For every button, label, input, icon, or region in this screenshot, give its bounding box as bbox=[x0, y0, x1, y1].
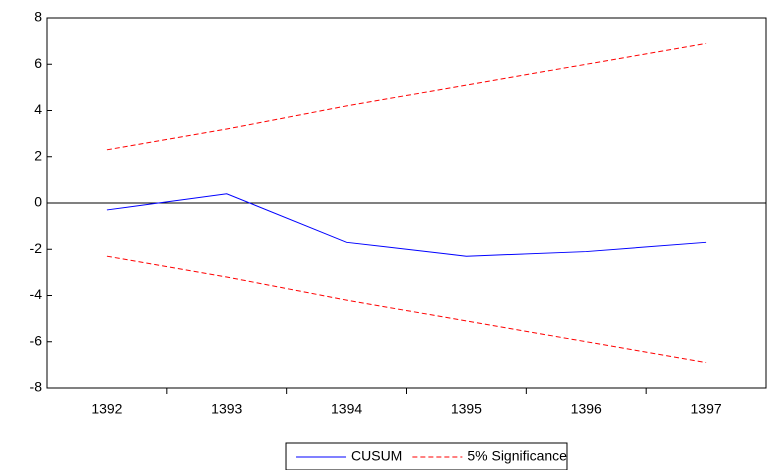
x-tick-label: 1397 bbox=[691, 401, 722, 417]
legend-label: CUSUM bbox=[351, 448, 402, 464]
x-tick-label: 1395 bbox=[451, 401, 482, 417]
series-line bbox=[106, 42, 707, 151]
y-tick-label: 2 bbox=[34, 147, 42, 163]
series-line bbox=[106, 255, 707, 364]
x-tick-label: 1394 bbox=[331, 401, 362, 417]
y-tick-label: -6 bbox=[30, 332, 43, 348]
series-line bbox=[106, 193, 707, 257]
y-tick-label: 6 bbox=[34, 55, 42, 71]
y-tick-label: 4 bbox=[34, 101, 42, 117]
y-tick-label: 0 bbox=[34, 194, 42, 210]
x-tick-label: 1393 bbox=[211, 401, 242, 417]
y-tick-label: 8 bbox=[34, 9, 42, 25]
x-tick-label: 1392 bbox=[91, 401, 122, 417]
y-tick-label: -4 bbox=[30, 286, 43, 302]
x-tick-label: 1396 bbox=[571, 401, 602, 417]
y-tick-label: -8 bbox=[30, 379, 43, 395]
y-tick-label: -2 bbox=[30, 240, 43, 256]
legend-label: 5% Significance bbox=[467, 448, 567, 464]
legend: CUSUM 5% Significance bbox=[285, 442, 568, 470]
